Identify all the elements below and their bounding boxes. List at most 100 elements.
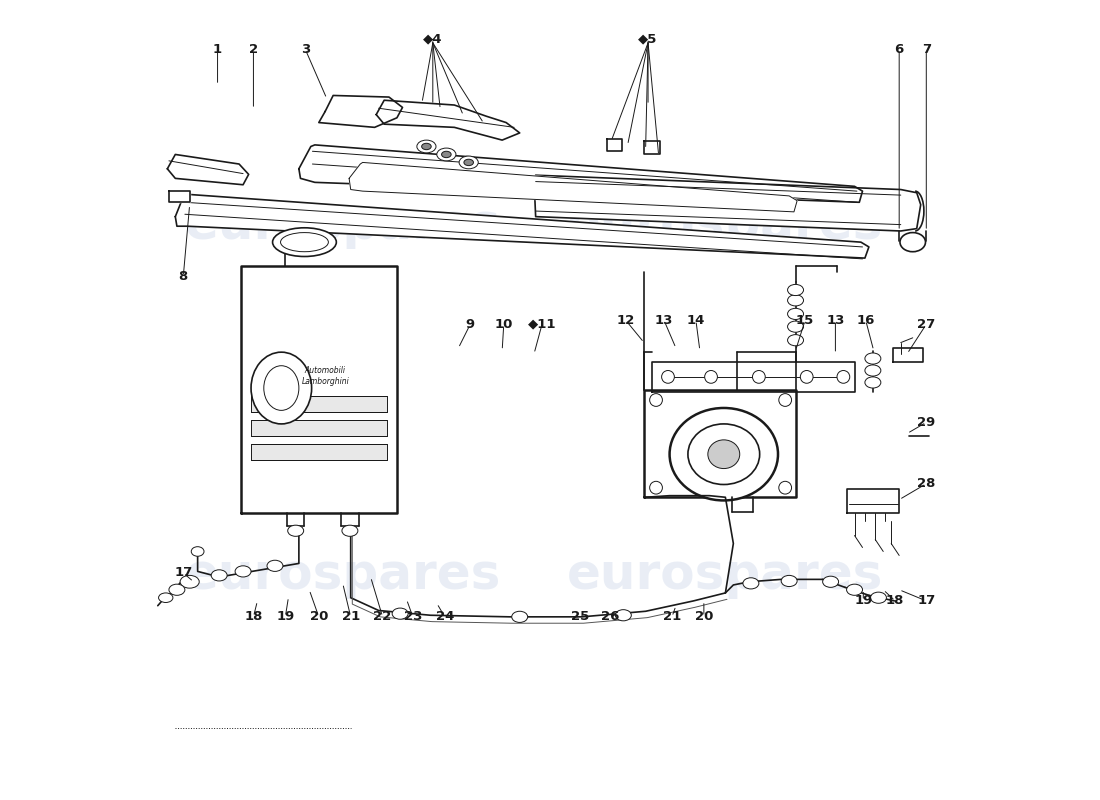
Text: 23: 23 [404, 610, 422, 623]
Ellipse shape [180, 575, 199, 588]
Ellipse shape [779, 394, 792, 406]
Polygon shape [652, 362, 855, 392]
Ellipse shape [650, 394, 662, 406]
Polygon shape [167, 154, 249, 185]
Ellipse shape [417, 140, 436, 153]
Text: 8: 8 [178, 270, 188, 283]
Text: 21: 21 [663, 610, 681, 623]
Polygon shape [535, 175, 921, 231]
Polygon shape [349, 162, 798, 212]
Ellipse shape [847, 584, 862, 595]
Text: eurospares: eurospares [568, 201, 883, 249]
Ellipse shape [705, 370, 717, 383]
Text: 9: 9 [465, 318, 475, 330]
Text: 16: 16 [857, 314, 874, 326]
Ellipse shape [650, 482, 662, 494]
Text: 13: 13 [654, 314, 673, 326]
Ellipse shape [273, 228, 337, 257]
Polygon shape [893, 348, 923, 362]
Ellipse shape [788, 308, 803, 319]
Text: 20: 20 [695, 610, 713, 623]
Text: 17: 17 [917, 594, 935, 607]
Text: 13: 13 [826, 314, 845, 326]
Text: 18: 18 [244, 610, 263, 623]
Polygon shape [299, 145, 862, 202]
Ellipse shape [211, 570, 227, 581]
Ellipse shape [421, 143, 431, 150]
Text: 25: 25 [571, 610, 590, 623]
Text: eurospares: eurospares [185, 201, 501, 249]
Ellipse shape [191, 546, 204, 556]
Ellipse shape [742, 578, 759, 589]
Ellipse shape [801, 370, 813, 383]
Text: ◆4: ◆4 [424, 32, 442, 46]
Ellipse shape [865, 377, 881, 388]
Ellipse shape [288, 525, 304, 536]
Ellipse shape [900, 233, 925, 252]
Ellipse shape [865, 353, 881, 364]
Ellipse shape [779, 482, 792, 494]
Ellipse shape [615, 610, 631, 621]
Polygon shape [847, 490, 899, 514]
Bar [251, 420, 386, 436]
Ellipse shape [392, 608, 408, 619]
Text: 19: 19 [855, 594, 872, 607]
Ellipse shape [158, 593, 173, 602]
Ellipse shape [865, 365, 881, 376]
Text: 28: 28 [917, 478, 935, 490]
Text: 21: 21 [342, 610, 360, 623]
Ellipse shape [870, 592, 887, 603]
Text: 27: 27 [917, 318, 935, 330]
Ellipse shape [788, 285, 803, 295]
Text: 15: 15 [796, 314, 814, 326]
Bar [251, 444, 386, 460]
Text: 19: 19 [276, 610, 295, 623]
Text: 3: 3 [300, 42, 310, 56]
Ellipse shape [235, 566, 251, 577]
Text: 22: 22 [374, 610, 392, 623]
Ellipse shape [788, 334, 803, 346]
Ellipse shape [512, 611, 528, 622]
Ellipse shape [437, 148, 455, 161]
Text: ◆11: ◆11 [528, 318, 557, 330]
Text: 1: 1 [213, 42, 222, 56]
Text: 18: 18 [886, 594, 904, 607]
Ellipse shape [788, 294, 803, 306]
Text: 20: 20 [309, 610, 328, 623]
Ellipse shape [459, 156, 478, 169]
Text: 14: 14 [686, 314, 705, 326]
Polygon shape [169, 191, 189, 202]
Text: 7: 7 [922, 42, 931, 56]
Text: 10: 10 [495, 318, 513, 330]
Ellipse shape [837, 370, 850, 383]
Bar [251, 396, 386, 412]
Polygon shape [645, 390, 795, 498]
Text: ◆5: ◆5 [638, 32, 658, 46]
Text: 2: 2 [249, 42, 258, 56]
Ellipse shape [441, 151, 451, 158]
Text: 6: 6 [894, 42, 904, 56]
Text: 24: 24 [436, 610, 454, 623]
Polygon shape [319, 95, 403, 127]
Ellipse shape [670, 408, 778, 501]
Ellipse shape [708, 440, 739, 469]
Ellipse shape [464, 159, 473, 166]
Text: 29: 29 [917, 416, 935, 429]
Ellipse shape [781, 575, 798, 586]
Text: 26: 26 [601, 610, 619, 623]
Ellipse shape [823, 576, 838, 587]
Ellipse shape [688, 424, 760, 485]
Ellipse shape [251, 352, 311, 424]
Polygon shape [645, 141, 660, 154]
Polygon shape [607, 138, 621, 151]
Polygon shape [376, 100, 519, 140]
Ellipse shape [661, 370, 674, 383]
Text: Automobili
Lamborghini: Automobili Lamborghini [301, 366, 349, 386]
Polygon shape [175, 194, 869, 258]
Text: eurospares: eurospares [568, 551, 883, 599]
Ellipse shape [169, 584, 185, 595]
Ellipse shape [788, 321, 803, 332]
Polygon shape [241, 266, 397, 514]
Text: 12: 12 [617, 314, 635, 326]
Text: 17: 17 [174, 566, 192, 579]
